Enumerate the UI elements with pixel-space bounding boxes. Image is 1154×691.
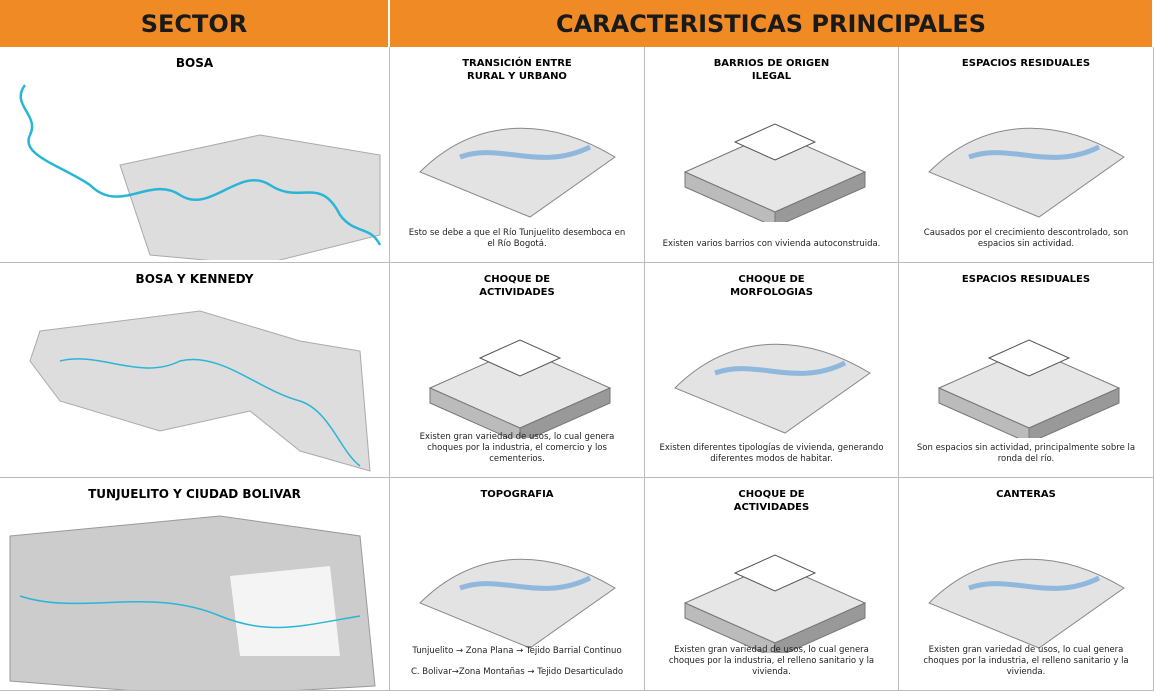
feature-caption: Existen varios barrios con vivienda auto…	[662, 239, 881, 249]
feature-caption: Son espacios sin actividad, principalmen…	[916, 443, 1136, 464]
illustration	[419, 558, 616, 649]
feature-cell: TRANSICIÓN ENTRE RURAL Y URBANO Esto se d…	[390, 47, 645, 263]
feature-caption: Causados por el crecimiento descontrolad…	[923, 228, 1129, 249]
feature-cell: BARRIOS DE ORIGEN ILEGAL Existen varios b…	[645, 47, 899, 263]
feature-caption: Existen gran variedad de usos, lo cual g…	[668, 645, 875, 677]
illustration	[937, 339, 1121, 438]
illustration	[19, 84, 382, 260]
illustration	[928, 558, 1125, 649]
sector-cell: BOSA Y KENNEDY	[0, 263, 390, 478]
captions: Existen varios barrios con vivienda auto…	[645, 239, 898, 250]
feature-title: TRANSICIÓN ENTRE RURAL Y URBANO	[462, 58, 572, 82]
feature-caption: Existen gran variedad de usos, lo cual g…	[923, 645, 1129, 677]
captions: Tunjuelito → Zona Plana → Tejido Barrial…	[390, 646, 644, 678]
header-features: CARACTERISTICAS PRINCIPALES	[390, 0, 1154, 47]
sector-name: BOSA Y KENNEDY	[135, 272, 254, 286]
captions: Existen gran variedad de usos, lo cual g…	[390, 432, 644, 465]
feature-title: ESPACIOS RESIDUALES	[961, 58, 1091, 69]
illustration	[928, 127, 1125, 218]
feature-caption: Existen diferentes tipologías de viviend…	[659, 443, 884, 464]
illustration	[674, 343, 871, 434]
sector-cell: BOSA	[0, 47, 390, 263]
captions: Esto se debe a que el Río Tunjuelito des…	[390, 228, 644, 250]
captions: Existen gran variedad de usos, lo cual g…	[645, 645, 898, 678]
illustration	[683, 554, 867, 653]
captions: Causados por el crecimiento descontrolad…	[899, 228, 1153, 250]
feature-cell: ESPACIOS RESIDUALES Son espacios sin acti…	[899, 263, 1154, 478]
feature-title: TOPOGRAFIA	[480, 489, 554, 500]
feature-title: CHOQUE DE ACTIVIDADES	[479, 274, 555, 298]
illustration	[29, 310, 371, 472]
feature-title: BARRIOS DE ORIGEN ILEGAL	[713, 58, 830, 82]
feature-cell: TOPOGRAFIA Tunjuelito → Zona Plana → Teji…	[390, 478, 645, 691]
feature-title: ESPACIOS RESIDUALES	[961, 274, 1091, 285]
feature-caption: Tunjuelito → Zona Plana → Tejido Barrial…	[412, 646, 622, 656]
feature-title: CANTERAS	[996, 489, 1056, 500]
feature-caption: Esto se debe a que el Río Tunjuelito des…	[408, 228, 626, 249]
feature-cell: CHOQUE DE ACTIVIDADES Existen gran varied…	[645, 478, 899, 691]
feature-title: CHOQUE DE ACTIVIDADES	[733, 489, 810, 513]
feature-cell: ESPACIOS RESIDUALES Causados por el creci…	[899, 47, 1154, 263]
illustration	[428, 339, 612, 438]
feature-cell: CHOQUE DE ACTIVIDADES Existen gran varied…	[390, 263, 645, 478]
captions: Existen diferentes tipologías de viviend…	[645, 443, 898, 465]
feature-cell: CANTERAS Existen gran variedad de usos, l…	[899, 478, 1154, 691]
illustration	[419, 127, 616, 218]
feature-caption: Existen gran variedad de usos, lo cual g…	[419, 432, 615, 464]
feature-cell: CHOQUE DE MORFOLOGIAS Existen diferentes …	[645, 263, 899, 478]
sector-name: BOSA	[175, 56, 214, 70]
header-sector: SECTOR	[0, 0, 390, 47]
feature-title: CHOQUE DE MORFOLOGIAS	[730, 274, 813, 298]
captions: Son espacios sin actividad, principalmen…	[899, 443, 1153, 465]
illustration	[683, 123, 867, 222]
sector-name: TUNJUELITO Y CIUDAD BOLIVAR	[88, 487, 301, 501]
sector-cell: TUNJUELITO Y CIUDAD BOLIVAR	[0, 478, 390, 691]
feature-caption: C. Bolivar→Zona Montañas → Tejido Desart…	[410, 667, 624, 677]
illustration	[9, 515, 376, 690]
captions: Existen gran variedad de usos, lo cual g…	[899, 645, 1153, 678]
